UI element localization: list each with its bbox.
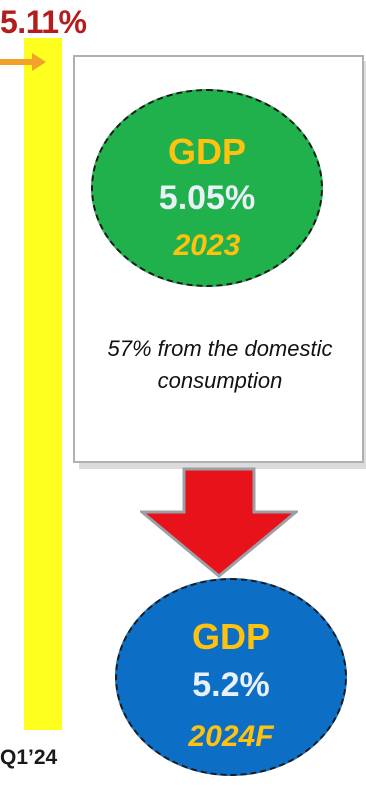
gdp-2023-circle: GDP 5.05% 2023: [91, 89, 323, 287]
down-arrow-icon: [140, 467, 298, 578]
q1-gdp-value: 5.11%: [0, 4, 87, 40]
gdp-2023-label: GDP: [167, 131, 246, 172]
gdp-2023-year: 2023: [173, 229, 241, 262]
gdp-2024-value: 5.2%: [192, 666, 270, 704]
gdp-2024-year: 2024F: [188, 720, 274, 753]
gdp-2024-label: GDP: [191, 616, 270, 657]
gdp-2024-circle: GDP 5.2% 2024F: [115, 578, 347, 776]
gdp-2023-value: 5.05%: [158, 179, 256, 217]
domestic-consumption-note: 57% from the domestic consumption: [107, 336, 333, 393]
q1-growth-bar: [24, 38, 62, 730]
q1-period-label: Q1’24: [0, 746, 58, 769]
pointer-arrow-icon: [0, 53, 46, 71]
